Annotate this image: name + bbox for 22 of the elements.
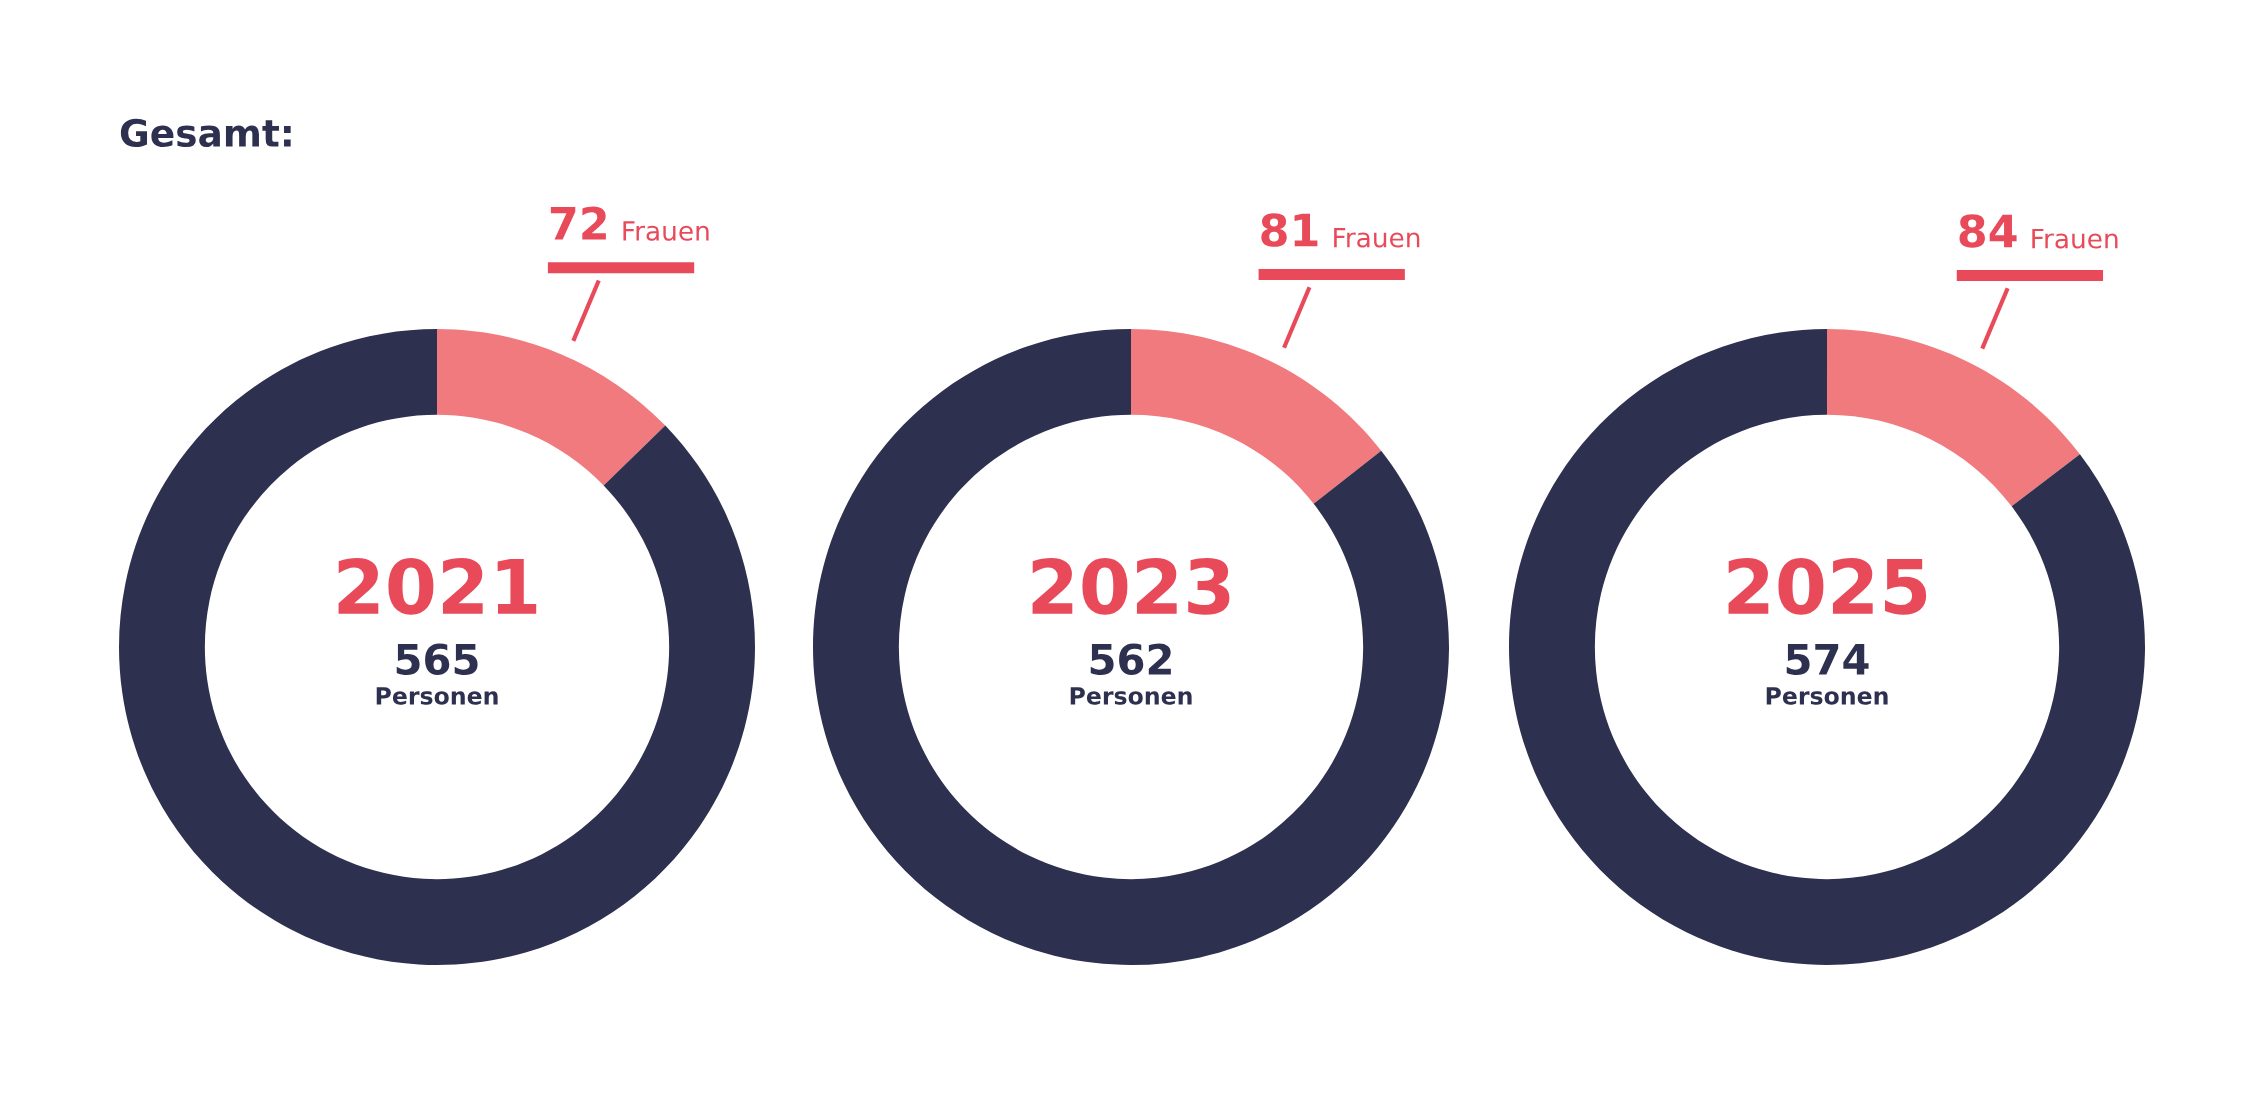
data-label: 84 [1959,214,2017,248]
slice-label: Frauen [623,221,709,241]
slice-label: Frauen [2032,228,2118,249]
donut-slice [1131,329,1382,504]
data-label: 72 [550,206,606,240]
donut-slice [119,329,755,965]
donut-slice [813,329,1449,965]
text: Gesamt: [120,118,291,148]
text: 565 [396,643,478,675]
text: Personen [1070,687,1192,705]
text: 2023 [1032,557,1230,615]
donut-slice [437,329,666,486]
donut-slice [1827,329,2080,507]
text: Personen [1766,687,1888,705]
text: 2021 [338,557,537,615]
donut-slice [1509,329,2145,965]
text: Personen [376,687,498,705]
data-label: 81 [1261,213,1318,247]
text: 2025 [1728,557,1927,615]
text: 562 [1090,643,1171,675]
text: 574 [1786,644,1869,675]
slice-label: Frauen [1334,227,1420,248]
